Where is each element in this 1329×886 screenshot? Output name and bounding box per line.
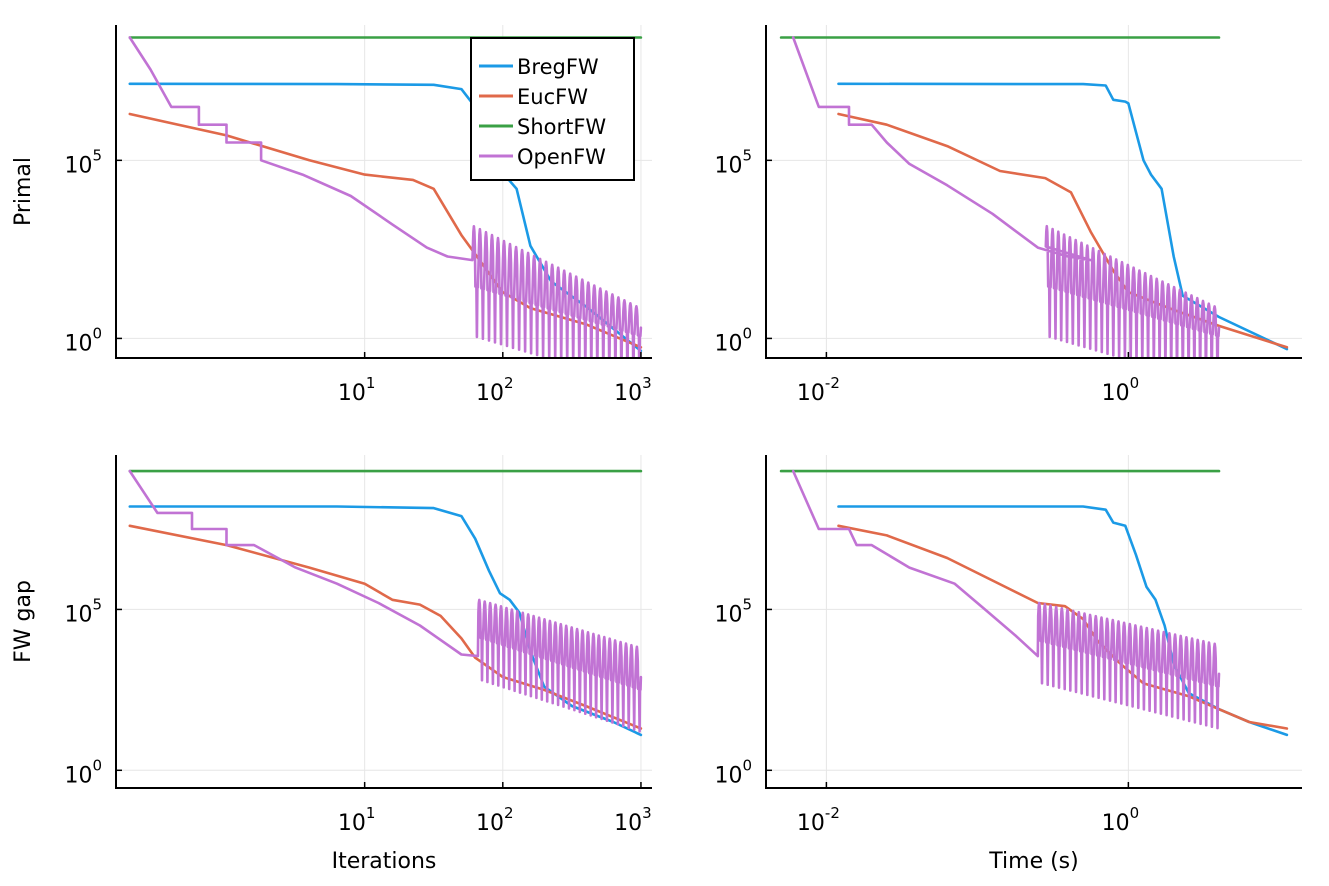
panel-bottom-right: 10-2 100 100 105 Time (s) — [714, 455, 1302, 874]
y-tick-label: 100 — [714, 756, 752, 788]
legend-label-shortfw: ShortFW — [517, 115, 606, 139]
series-line-openfw — [791, 469, 1221, 730]
series-group — [128, 469, 643, 737]
series-line-eucfw — [128, 524, 643, 730]
series-line-openfw — [791, 36, 1221, 358]
axis-frame — [765, 455, 1302, 789]
y-tick-label: 105 — [64, 146, 102, 178]
legend-label-openfw: OpenFW — [517, 145, 606, 169]
x-tick-label: 102 — [476, 804, 514, 836]
y-axis-title: FW gap — [11, 580, 36, 663]
x-axis-title: Time (s) — [988, 849, 1078, 874]
x-tick-label: 100 — [1102, 374, 1140, 406]
panel-top-right: 10-2 100 100 105 — [714, 25, 1302, 406]
legend-label-eucfw: EucFW — [517, 85, 588, 109]
panel-bottom-left: 101 102 103 100 105 Iterations FW gap — [11, 455, 652, 874]
y-tick-label: 100 — [714, 324, 752, 356]
x-tick-label: 10-2 — [797, 374, 840, 406]
x-tick-label: 103 — [614, 374, 652, 406]
series-line-bregfw — [837, 82, 1289, 351]
series-group — [779, 469, 1289, 737]
axis-frame — [115, 25, 652, 359]
y-tick-label: 100 — [64, 756, 102, 788]
series-line-eucfw — [128, 112, 643, 349]
series-line-openfw — [128, 469, 643, 733]
x-tick-label: 100 — [1102, 804, 1140, 836]
x-tick-label: 101 — [338, 804, 376, 836]
x-tick-label: 101 — [338, 374, 376, 406]
axis-frame — [115, 455, 652, 789]
y-tick-label: 105 — [714, 146, 752, 178]
series-group — [779, 36, 1289, 358]
x-tick-label: 10-2 — [797, 804, 840, 836]
x-axis-title: Iterations — [332, 849, 437, 874]
x-tick-label: 103 — [614, 804, 652, 836]
x-tick-label: 102 — [476, 374, 514, 406]
y-tick-label: 105 — [64, 595, 102, 627]
y-tick-label: 105 — [714, 595, 752, 627]
series-line-openfw — [128, 36, 643, 358]
y-tick-label: 100 — [64, 324, 102, 356]
axis-frame — [765, 25, 1302, 359]
series-line-bregfw — [128, 505, 643, 737]
y-axis-title: Primal — [11, 157, 36, 226]
legend: BregFW EucFW ShortFW OpenFW — [470, 37, 635, 181]
legend-label-bregfw: BregFW — [517, 55, 599, 79]
